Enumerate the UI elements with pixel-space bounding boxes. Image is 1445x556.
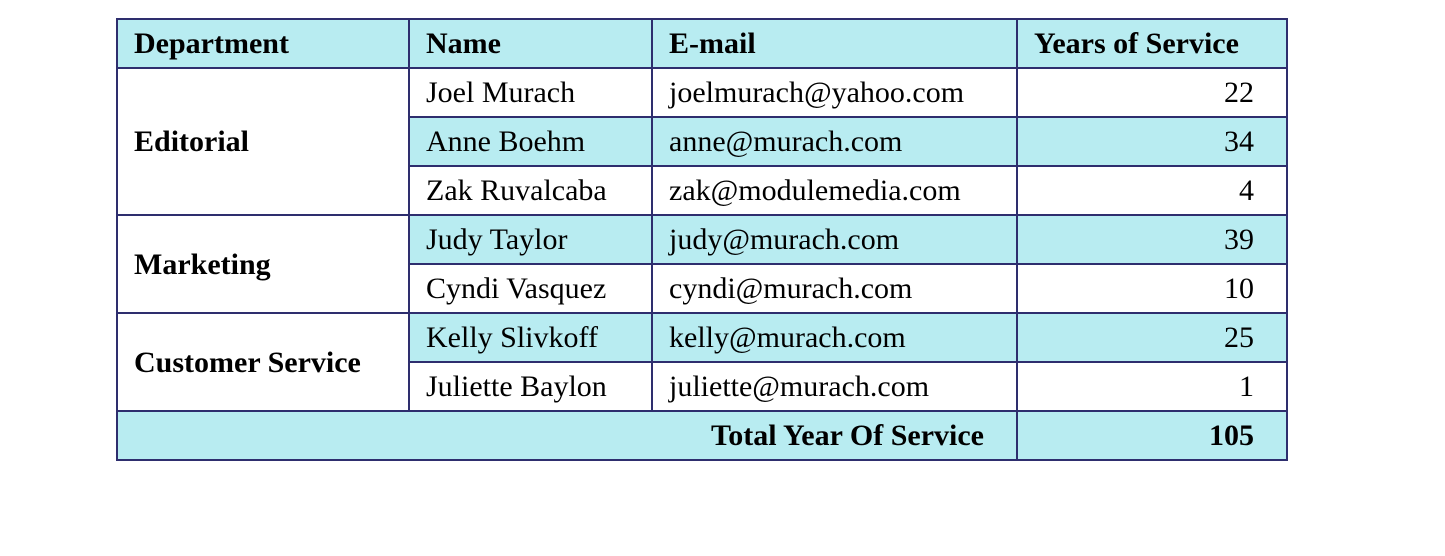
email-cell: juliette@murach.com xyxy=(651,361,1018,412)
years-cell: 39 xyxy=(1016,214,1288,265)
total-value: 105 xyxy=(1016,410,1288,461)
column-header-department: Department xyxy=(116,18,410,69)
email-cell: kelly@murach.com xyxy=(651,312,1018,363)
table-row: Cyndi Vasquez cyndi@murach.com 10 xyxy=(117,263,1288,314)
table-row: Marketing Judy Taylor judy@murach.com 39 xyxy=(116,214,1288,314)
email-cell: anne@murach.com xyxy=(651,116,1018,167)
name-cell: Judy Taylor xyxy=(408,214,653,265)
years-cell: 22 xyxy=(1016,67,1288,118)
department-cell: Customer Service xyxy=(116,312,410,412)
email-cell: zak@modulemedia.com xyxy=(651,165,1018,216)
table-row: Editorial Joel Murach joelmurach@yahoo.c… xyxy=(116,67,1288,216)
name-cell: Zak Ruvalcaba xyxy=(408,165,653,216)
table-row: Customer Service Kelly Slivkoff kelly@mu… xyxy=(116,312,1288,412)
name-cell: Anne Boehm xyxy=(408,116,653,167)
years-cell: 25 xyxy=(1016,312,1288,363)
table-header-row: Department Name E-mail Years of Service xyxy=(116,18,1288,69)
table-row: Zak Ruvalcaba zak@modulemedia.com 4 xyxy=(117,165,1288,216)
years-cell: 1 xyxy=(1016,361,1288,412)
department-cell: Editorial xyxy=(116,67,410,216)
staff-table: Department Name E-mail Years of Service … xyxy=(116,18,1288,461)
table-footer-row: Total Year Of Service 105 xyxy=(116,410,1288,461)
column-header-years: Years of Service xyxy=(1016,18,1288,69)
column-header-email: E-mail xyxy=(651,18,1018,69)
email-cell: judy@murach.com xyxy=(651,214,1018,265)
years-cell: 10 xyxy=(1016,263,1288,314)
table-row: Anne Boehm anne@murach.com 34 xyxy=(117,116,1288,167)
table-row: Juliette Baylon juliette@murach.com 1 xyxy=(117,361,1288,412)
total-label: Total Year Of Service xyxy=(116,410,1018,461)
email-cell: cyndi@murach.com xyxy=(651,263,1018,314)
column-header-name: Name xyxy=(408,18,653,69)
name-cell: Juliette Baylon xyxy=(408,361,653,412)
name-cell: Cyndi Vasquez xyxy=(408,263,653,314)
years-cell: 4 xyxy=(1016,165,1288,216)
name-cell: Kelly Slivkoff xyxy=(408,312,653,363)
name-cell: Joel Murach xyxy=(408,67,653,118)
years-cell: 34 xyxy=(1016,116,1288,167)
email-cell: joelmurach@yahoo.com xyxy=(651,67,1018,118)
department-cell: Marketing xyxy=(116,214,410,314)
